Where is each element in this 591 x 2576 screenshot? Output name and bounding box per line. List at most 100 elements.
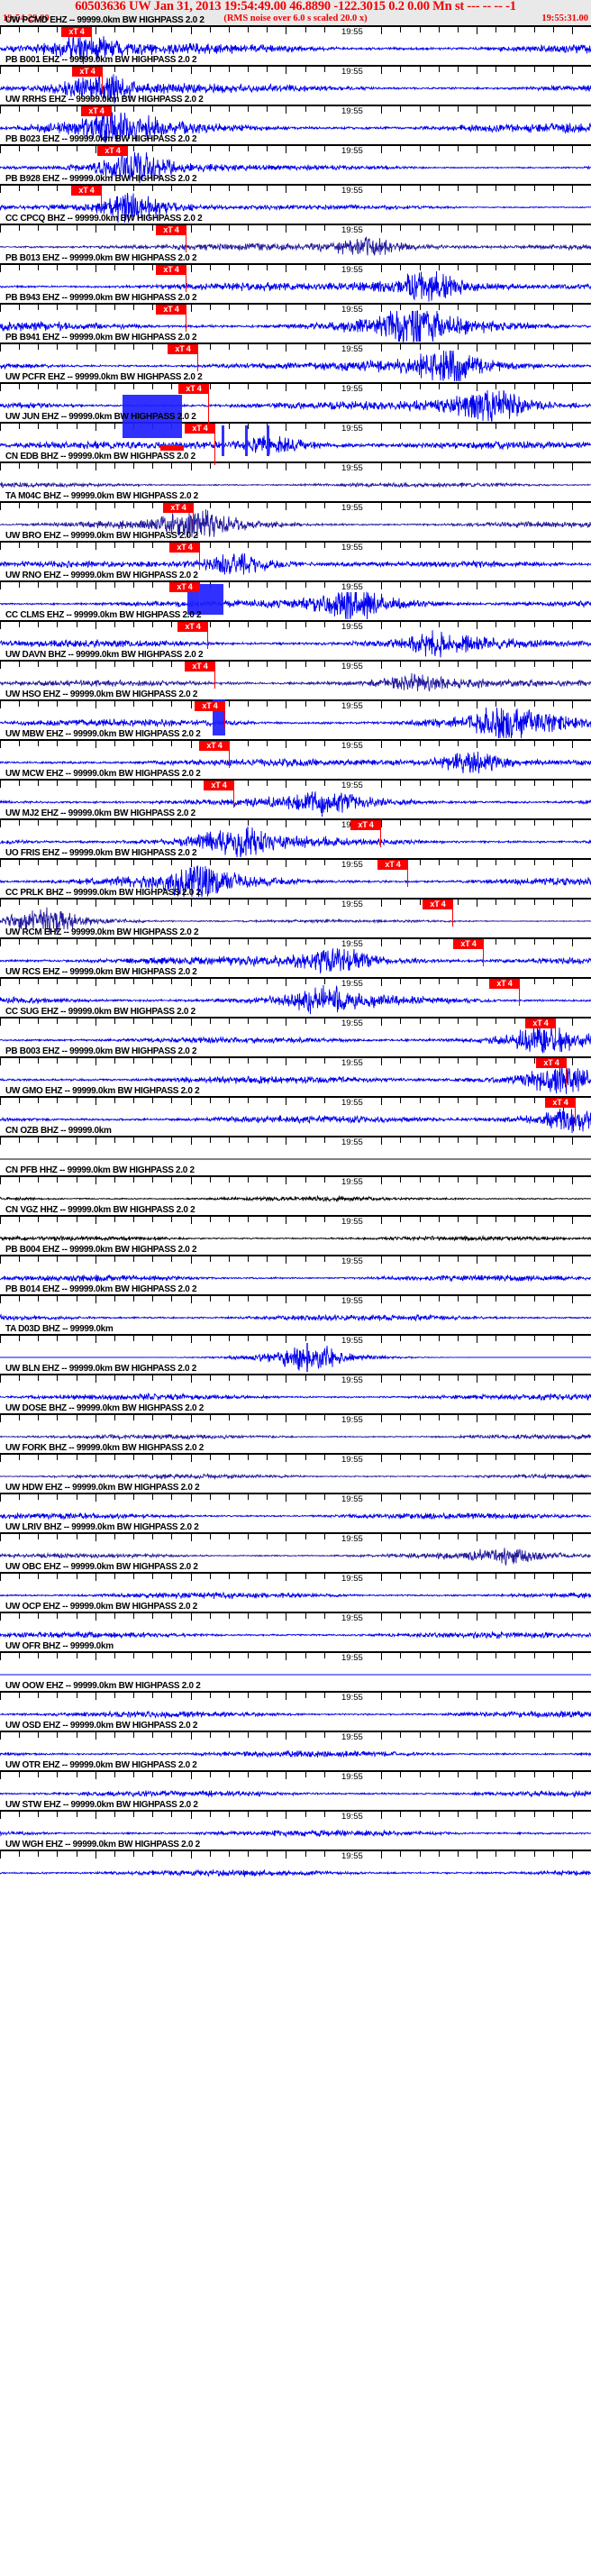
phase-marker-badge[interactable]: xT 4 bbox=[81, 106, 112, 116]
axis-tick bbox=[458, 384, 459, 389]
trace-row[interactable]: UW JUN EHZ -- 99999.0km BW HIGHPASS 2.0 … bbox=[0, 412, 591, 465]
trace-row[interactable]: UW PCMD EHZ -- 99999.0km BW HIGHPASS 2.0… bbox=[0, 15, 591, 65]
axis-tick bbox=[114, 979, 115, 984]
axis-tick bbox=[229, 424, 230, 429]
trace-row[interactable]: UW BRO EHZ -- 99999.0km BW HIGHPASS 2.0 … bbox=[0, 531, 591, 580]
trace-row[interactable]: UW FORK BHZ -- 99999.0km BW HIGHPASS 2.0… bbox=[0, 1443, 591, 1493]
axis-tick bbox=[248, 900, 249, 905]
trace-row[interactable]: UW OSD EHZ -- 99999.0km BW HIGHPASS 2.0 … bbox=[0, 1721, 591, 1770]
phase-marker-badge[interactable]: xT 4 bbox=[169, 582, 200, 592]
phase-marker-badge[interactable]: xT 4 bbox=[178, 384, 209, 394]
axis-tick bbox=[0, 146, 1, 153]
trace-row[interactable]: UW RCM EHZ -- 99999.0km BW HIGHPASS 2.0 … bbox=[0, 927, 591, 977]
phase-marker-badge[interactable]: xT 4 bbox=[97, 146, 128, 156]
phase-marker-badge[interactable]: xT 4 bbox=[545, 1098, 576, 1108]
axis-ticks bbox=[0, 225, 591, 233]
trace-row[interactable]: PB B928 EHZ -- 99999.0km BW HIGHPASS 2.0… bbox=[0, 174, 591, 224]
axis-tick bbox=[38, 1455, 39, 1460]
trace-row[interactable]: UW OBC EHZ -- 99999.0km BW HIGHPASS 2.0 … bbox=[0, 1562, 591, 1612]
trace-row[interactable]: UW DAVN BHZ -- 99999.0km BW HIGHPASS 2.0… bbox=[0, 650, 591, 699]
trace-row[interactable]: UW OOW EHZ -- 99999.0km BW HIGHPASS 2.0 … bbox=[0, 1681, 591, 1731]
phase-marker-badge[interactable]: xT 4 bbox=[163, 503, 194, 513]
trace-row[interactable]: PB B003 EHZ -- 99999.0km BW HIGHPASS 2.0… bbox=[0, 1046, 591, 1096]
trace-row[interactable]: CN VGZ HHZ -- 99999.0km BW HIGHPASS 2.0 … bbox=[0, 1205, 591, 1255]
trace-row[interactable]: PB B013 EHZ -- 99999.0km BW HIGHPASS 2.0… bbox=[0, 253, 591, 303]
axis-tick bbox=[229, 106, 230, 112]
channel-label: UW MCW EHZ -- 99999.0km BW HIGHPASS 2.0 … bbox=[5, 769, 201, 779]
axis-tick bbox=[210, 939, 211, 945]
trace-row[interactable]: UW PCFR EHZ -- 99999.0km BW HIGHPASS 2.0… bbox=[0, 372, 591, 425]
axis-tick bbox=[420, 1494, 421, 1500]
phase-marker-badge[interactable]: xT 4 bbox=[536, 1058, 567, 1068]
trace-row[interactable]: UW RNO EHZ -- 99999.0km BW HIGHPASS 2.0 … bbox=[0, 571, 591, 620]
phase-marker-badge[interactable]: xT 4 bbox=[61, 27, 92, 37]
axis-tick bbox=[133, 900, 134, 905]
trace-row[interactable]: UW GMO EHZ -- 99999.0km BW HIGHPASS 2.0 … bbox=[0, 1086, 591, 1136]
axis-tick bbox=[514, 1177, 515, 1183]
trace-row[interactable]: UW OCP EHZ -- 99999.0km BW HIGHPASS 2.0 … bbox=[0, 1602, 591, 1651]
trace-row[interactable]: CN EDB BHZ -- 99999.0km BW HIGHPASS 2.0 … bbox=[0, 452, 591, 501]
trace-row[interactable]: PB B023 EHZ -- 99999.0km BW HIGHPASS 2.0… bbox=[0, 134, 591, 184]
trace-row[interactable]: PB B001 EHZ -- 99999.0km BW HIGHPASS 2.0… bbox=[0, 55, 591, 105]
trace-row[interactable]: CC SUG EHZ -- 99999.0km BW HIGHPASS 2.0 … bbox=[0, 1007, 591, 1056]
trace-row[interactable]: PB B941 EHZ -- 99999.0km BW HIGHPASS 2.0… bbox=[0, 333, 591, 382]
phase-marker-badge[interactable]: xT 4 bbox=[156, 305, 186, 315]
axis-tick bbox=[267, 1653, 268, 1658]
trace-row[interactable]: UW WGH EHZ -- 99999.0km BW HIGHPASS 2.0 … bbox=[0, 1840, 591, 1889]
axis-tick bbox=[210, 186, 211, 191]
phase-marker-badge[interactable]: xT 4 bbox=[423, 900, 453, 909]
trace-row[interactable]: UW STW EHZ -- 99999.0km BW HIGHPASS 2.0 … bbox=[0, 1800, 591, 1850]
axis-tick bbox=[114, 186, 115, 191]
trace-row[interactable]: UW LRIV BHZ -- 99999.0km BW HIGHPASS 2.0… bbox=[0, 1522, 591, 1572]
trace-row[interactable]: UW RCS EHZ -- 99999.0km BW HIGHPASS 2.0 … bbox=[0, 967, 591, 1017]
phase-marker-badge[interactable]: xT 4 bbox=[377, 860, 408, 870]
trace-row[interactable]: UW RRHS EHZ -- 99999.0km BW HIGHPASS 2.0… bbox=[0, 95, 591, 144]
trace-row[interactable]: UW MBW EHZ -- 99999.0km BW HIGHPASS 2.0 … bbox=[0, 729, 591, 779]
axis-tick bbox=[534, 622, 535, 627]
trace-row[interactable]: UW HSO EHZ -- 99999.0km BW HIGHPASS 2.0 … bbox=[0, 690, 591, 739]
phase-marker-badge[interactable]: xT 4 bbox=[453, 939, 484, 949]
trace-row[interactable]: PB B004 EHZ -- 99999.0km BW HIGHPASS 2.0… bbox=[0, 1245, 591, 1294]
phase-marker-badge[interactable]: xT 4 bbox=[350, 820, 381, 830]
trace-row[interactable]: UW OTR EHZ -- 99999.0km BW HIGHPASS 2.0 … bbox=[0, 1760, 591, 1810]
phase-marker-badge[interactable]: xT 4 bbox=[71, 186, 102, 196]
axis-tick bbox=[248, 543, 249, 548]
phase-marker-badge[interactable]: xT 4 bbox=[72, 67, 103, 77]
time-tick-label: 19:55 bbox=[341, 27, 364, 37]
trace-row[interactable]: PB B943 EHZ -- 99999.0km BW HIGHPASS 2.0… bbox=[0, 293, 591, 343]
phase-marker-badge[interactable]: xT 4 bbox=[177, 622, 208, 632]
trace-row[interactable]: CC CPCQ BHZ -- 99999.0km BW HIGHPASS 2.0… bbox=[0, 214, 591, 263]
phase-marker-badge[interactable]: xT 4 bbox=[169, 543, 200, 553]
trace-row[interactable]: UO FRIS EHZ -- 99999.0km BW HIGHPASS 2.0… bbox=[0, 848, 591, 898]
phase-marker-badge[interactable]: xT 4 bbox=[168, 344, 198, 354]
phase-marker-badge[interactable]: xT 4 bbox=[204, 781, 234, 790]
trace-row[interactable]: UW BLN EHZ -- 99999.0km BW HIGHPASS 2.0 … bbox=[0, 1364, 591, 1413]
phase-marker-badge[interactable]: xT 4 bbox=[156, 265, 186, 275]
waveform bbox=[0, 1341, 591, 1374]
trace-row[interactable]: UW OFR BHZ -- 99999.0km 19:55 bbox=[0, 1641, 591, 1691]
axis-tick bbox=[133, 225, 134, 231]
phase-marker-badge[interactable]: xT 4 bbox=[195, 701, 225, 711]
axis-tick bbox=[248, 503, 249, 508]
phase-marker-badge[interactable]: xT 4 bbox=[489, 979, 520, 989]
phase-marker-badge[interactable]: xT 4 bbox=[185, 424, 215, 434]
phase-marker-badge[interactable]: xT 4 bbox=[525, 1019, 556, 1028]
trace-row[interactable]: UW MJ2 EHZ -- 99999.0km BW HIGHPASS 2.0 … bbox=[0, 808, 591, 858]
phase-marker-badge[interactable]: xT 4 bbox=[199, 741, 230, 751]
axis-tick bbox=[152, 463, 153, 469]
trace-row[interactable]: UW HDW EHZ -- 99999.0km BW HIGHPASS 2.0 … bbox=[0, 1483, 591, 1532]
axis-tick bbox=[19, 1336, 20, 1341]
trace-row[interactable]: CC PRLK BHZ -- 99999.0km BW HIGHPASS 2.0… bbox=[0, 888, 591, 937]
trace-row[interactable]: TA D03D BHZ -- 99999.0km 19:55 bbox=[0, 1324, 591, 1374]
trace-row[interactable]: TA M04C BHZ -- 99999.0km BW HIGHPASS 2.0… bbox=[0, 491, 591, 541]
trace-row[interactable]: UW MCW EHZ -- 99999.0km BW HIGHPASS 2.0 … bbox=[0, 769, 591, 818]
channel-label: UW OBC EHZ -- 99999.0km BW HIGHPASS 2.0 … bbox=[5, 1562, 198, 1572]
trace-row[interactable]: CC CLMS EHZ -- 99999.0km BW HIGHPASS 2.0… bbox=[0, 610, 591, 660]
trace-row[interactable]: UW DOSE BHZ -- 99999.0km BW HIGHPASS 2.0… bbox=[0, 1403, 591, 1453]
phase-marker-badge[interactable]: xT 4 bbox=[185, 662, 215, 671]
trace-row[interactable]: CN OZB BHZ -- 99999.0km 19:55 bbox=[0, 1126, 591, 1175]
trace-row[interactable]: CN PFB HHZ -- 99999.0km BW HIGHPASS 2.0 … bbox=[0, 1165, 591, 1215]
axis-tick bbox=[553, 503, 554, 508]
phase-marker-badge[interactable]: xT 4 bbox=[156, 225, 186, 235]
trace-row[interactable]: PB B014 EHZ -- 99999.0km BW HIGHPASS 2.0… bbox=[0, 1284, 591, 1334]
